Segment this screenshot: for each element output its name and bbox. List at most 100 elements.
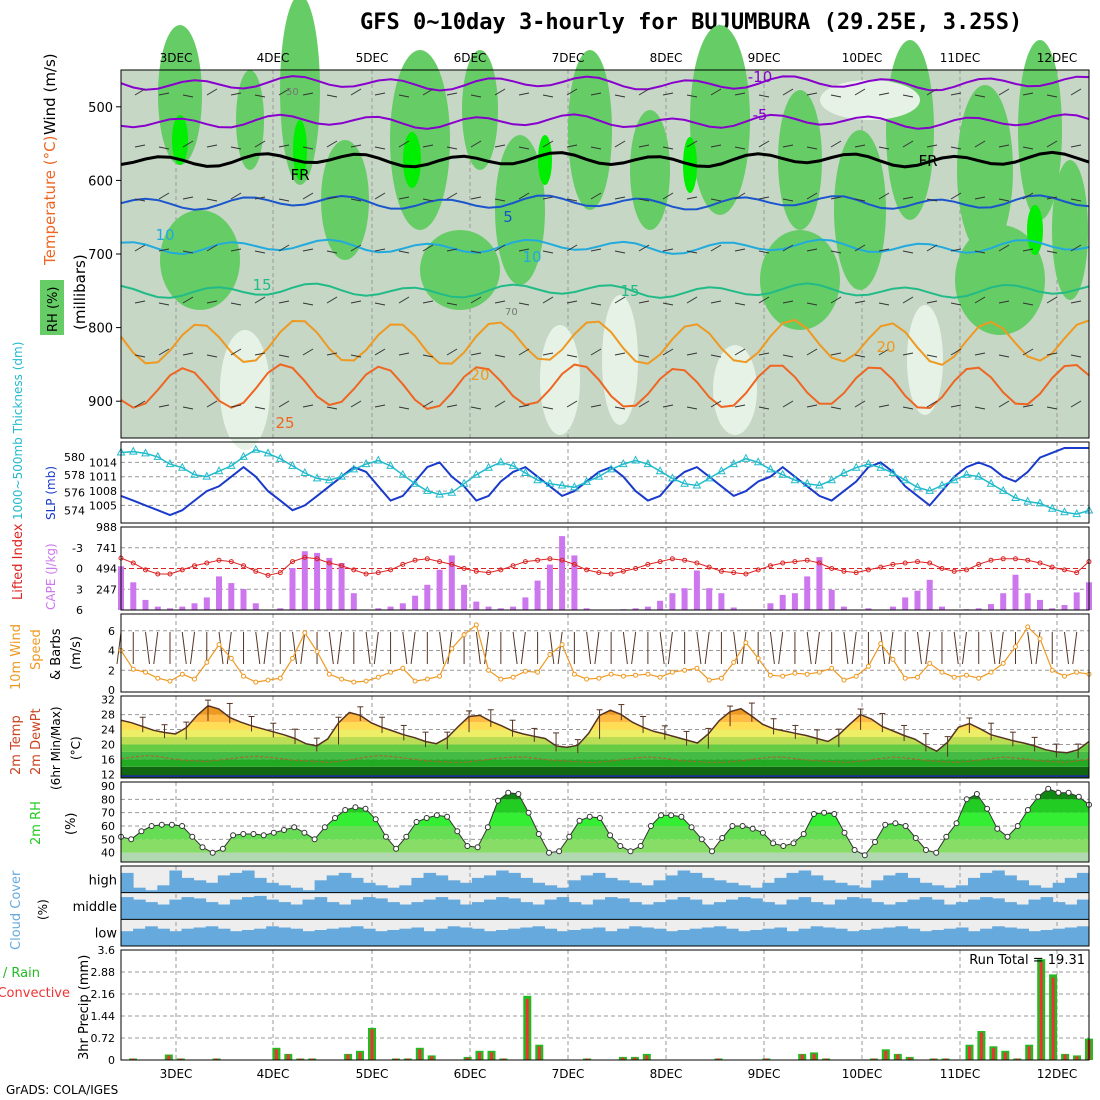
wind-barb [470,352,482,356]
chart-title: GFS 0~10day 3-hourly for BUJUMBURA (29.2… [360,10,1023,35]
thickness-marker [790,475,800,484]
rh-light-area [540,325,580,435]
wind-barb [1070,144,1082,148]
thickness-line [120,448,1090,515]
wind-barb [206,400,218,408]
wind-speed-marker [277,675,283,681]
precip-conv-bar [645,1055,649,1060]
wind-barb [998,88,1010,96]
wind-speed-marker [682,667,688,673]
cloud-bar-middle [544,899,558,920]
day-label-top: 8DEC [650,51,683,65]
wind-tick-label: 6 [108,625,115,638]
li-marker [865,567,871,573]
wind-barb [950,92,962,96]
rh-marker [882,821,889,828]
wind-barb [990,631,996,665]
rh-marker [739,823,746,829]
wind-speed-marker [964,672,969,678]
thickness-marker [373,455,383,464]
day-label-top: 5DEC [356,51,389,65]
cloud-bar-high [653,880,666,893]
cloud-bar-low [726,928,739,946]
rh-marker [332,815,338,821]
cloud-bar-middle [1004,902,1017,920]
cloud-bar-middle [1052,902,1066,920]
rh-marker [994,825,1001,832]
rh-marker [892,820,899,827]
cloud-bar-high [326,875,340,893]
cloud-bar-low [133,928,146,946]
thickness-tick-label: 576 [64,487,85,500]
cape-tick-label: 988 [96,521,117,534]
thickness-marker [913,482,922,491]
cape-bar [669,593,676,610]
wind-barb [292,631,298,665]
rh-tick-label: 70 [101,807,115,820]
rh-marker [698,836,705,843]
cloud-bar-middle [1028,899,1042,920]
isotherm-label: 5 [503,208,513,226]
wind-speed-marker [1013,644,1018,650]
li-tick-label: 6 [76,604,83,617]
wind-speed-marker [706,677,712,683]
thickness-marker [324,475,334,484]
wind-barb [622,631,628,665]
wind-speed-marker [865,663,871,669]
precip-conv-bar [896,1054,900,1060]
wind-speed-marker [951,674,957,680]
cloud-bar-high [871,880,884,893]
wind-barb [710,198,722,202]
thickness-marker [668,473,677,482]
cloud-bar-low [810,926,824,946]
temp-band [121,722,1089,730]
wind-barb [158,302,170,306]
cape-bar [289,568,296,610]
cloud-bar-high [532,882,545,893]
cloud-bar-low [254,928,267,946]
wind-barb [398,94,410,98]
cloud-bar-middle [447,899,461,920]
wind-barb [667,631,673,665]
li-line [120,556,1090,576]
rh-green-area [390,50,450,230]
rh-marker [953,820,960,827]
cape-bar [314,552,321,610]
precip-conv-bar [406,1058,410,1060]
wind-speed-marker [804,671,810,677]
cape-bar [914,590,921,610]
pressure-tick-label: 700 [88,248,113,263]
wind-barb [134,144,146,148]
rh-marker [810,811,817,817]
rh-green-area [630,110,670,230]
thickness-marker [815,480,824,489]
wind-barb [590,192,602,200]
wind-barb [374,192,386,200]
cape-bar [767,603,774,610]
precip-conv-bar [370,1029,374,1060]
wind-barb [398,406,410,410]
wind-barb [916,631,922,665]
cloud-level-label: middle [73,900,117,915]
cloud-bar-high [145,890,158,893]
wind-barb [410,631,416,665]
wind-barb [854,244,866,252]
precip-conv-bar [418,1049,422,1060]
wind-barb [263,631,269,665]
rh-green-area [760,230,840,330]
thickness-marker [337,471,346,480]
cloud-bar-high [459,882,473,893]
temp-tick-label: 12 [101,768,115,781]
cloud-bar-middle [786,899,800,920]
wind-barb [1027,631,1033,665]
precip-conv-bar [800,1054,804,1060]
thickness-marker [226,460,236,469]
wind-barb [1046,94,1058,98]
li-marker [988,557,994,563]
wind-barb [710,354,722,358]
cape-bar [277,608,284,610]
cape-bar [902,597,909,610]
panel-frame [120,865,1090,947]
wind-barb [302,92,314,96]
wind-barb [373,631,379,665]
